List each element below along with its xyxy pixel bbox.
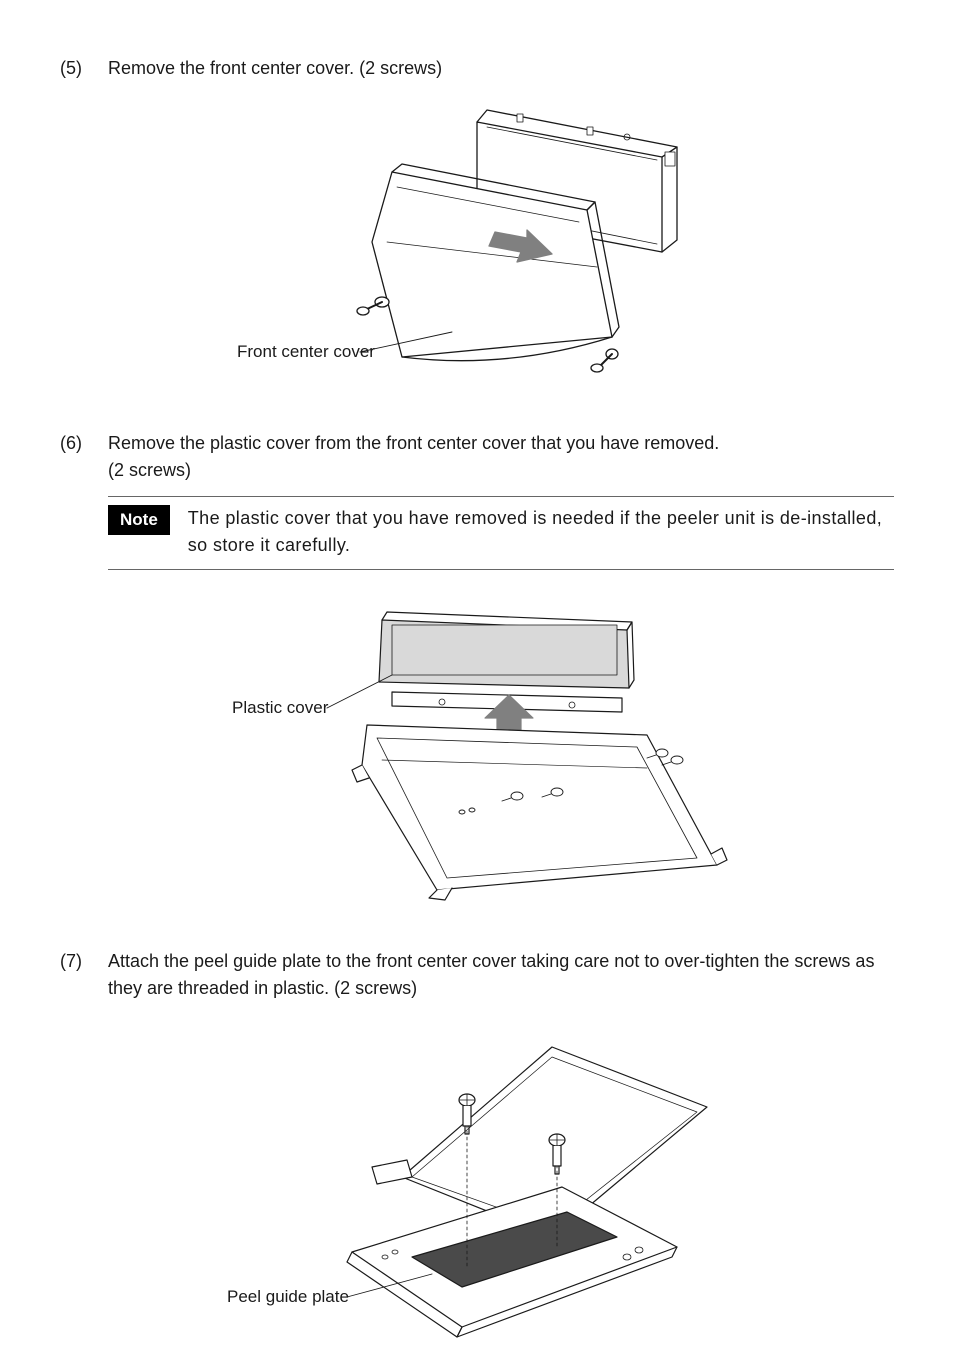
step-6: (6) Remove the plastic cover from the fr… (60, 430, 894, 484)
step-7-text: Attach the peel guide plate to the front… (108, 948, 894, 1002)
step-7: (7) Attach the peel guide plate to the f… (60, 948, 894, 1002)
note-block-6: Note The plastic cover that you have rem… (108, 496, 894, 570)
callout-peel-guide-plate: Peel guide plate (227, 1287, 349, 1306)
note-label: Note (108, 505, 170, 535)
callout-plastic-cover: Plastic cover (232, 698, 329, 717)
step-5: (5) Remove the front center cover. (2 sc… (60, 55, 894, 82)
step-6-number: (6) (60, 430, 108, 484)
figure-7: Peel guide plate (60, 1022, 894, 1370)
step-6-text: Remove the plastic cover from the front … (108, 430, 894, 484)
step-7-number: (7) (60, 948, 108, 1002)
note-text: The plastic cover that you have removed … (188, 505, 894, 559)
step-6-line2: (2 screws) (108, 460, 191, 480)
figure-5: Front center cover (60, 102, 894, 400)
figure-6: Plastic cover (60, 590, 894, 918)
step-6-line1: Remove the plastic cover from the front … (108, 433, 719, 453)
step-5-text: Remove the front center cover. (2 screws… (108, 55, 894, 82)
callout-front-center-cover: Front center cover (237, 342, 375, 361)
step-5-number: (5) (60, 55, 108, 82)
